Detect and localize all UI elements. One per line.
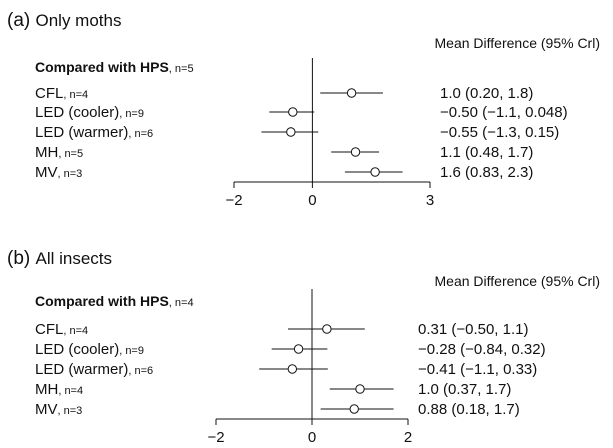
row-label-name: LED (warmer) [35, 124, 128, 141]
estimate-label: −0.55 (−1.3, 0.15) [440, 124, 559, 141]
row-label-n: , n=6 [128, 365, 153, 377]
column-header: Mean Difference (95% Crl) [435, 35, 600, 51]
group-label-n: , n=4 [169, 297, 194, 309]
row-label-name: CFL [35, 85, 63, 102]
column-header: Mean Difference (95% Crl) [435, 273, 600, 289]
panel-title: (b) All insects [7, 248, 112, 269]
row-label-n: , n=6 [128, 128, 153, 140]
group-label-n: , n=5 [169, 63, 194, 75]
mean-point [322, 324, 332, 334]
group-label-bold: Compared with HPS [35, 293, 169, 309]
x-tick-label: 3 [426, 192, 434, 209]
estimate-label: 1.0 (0.20, 1.8) [440, 85, 533, 102]
row-label: LED (cooler), n=9 [35, 104, 144, 121]
row-label-n: , n=9 [119, 108, 144, 120]
mean-point [350, 147, 361, 157]
row-label-name: MV [35, 401, 58, 418]
row-label-n: , n=3 [58, 168, 83, 180]
panel-label: (b) [7, 248, 36, 269]
row-label: MV, n=3 [35, 401, 82, 418]
row-label-n: , n=5 [58, 148, 83, 160]
row-label-name: MH [35, 381, 58, 398]
estimate-label: 1.0 (0.37, 1.7) [418, 381, 511, 398]
estimate-label: −0.28 (−0.84, 0.32) [418, 341, 546, 358]
mean-point [286, 127, 296, 137]
estimate-label: 0.88 (0.18, 1.7) [418, 401, 520, 418]
row-label-name: LED (warmer) [35, 361, 128, 378]
row-label-n: , n=3 [58, 405, 83, 417]
estimate-label: 0.31 (−0.50, 1.1) [418, 321, 529, 338]
panel-title: (a) Only moths [7, 10, 121, 31]
mean-point [293, 344, 304, 354]
row-label-name: MH [35, 144, 58, 161]
row-label: MH, n=4 [35, 381, 83, 398]
panel-title-text: All insects [36, 249, 113, 268]
panel-title-text: Only moths [36, 11, 122, 30]
row-label-n: , n=4 [63, 325, 88, 337]
group-label: Compared with HPS, n=5 [35, 59, 194, 75]
estimate-label: 1.6 (0.83, 2.3) [440, 164, 533, 181]
row-label: MH, n=5 [35, 144, 83, 161]
x-tick-label: 0 [308, 192, 316, 209]
row-label: LED (warmer), n=6 [35, 124, 153, 141]
group-label: Compared with HPS, n=4 [35, 293, 194, 309]
estimate-label: −0.50 (−1.1, 0.048) [440, 104, 568, 121]
mean-point [287, 364, 298, 374]
panel-label: (a) [7, 10, 36, 31]
group-label-bold: Compared with HPS [35, 59, 169, 75]
row-label-name: LED (cooler) [35, 104, 119, 121]
x-tick-label: 2 [404, 429, 412, 446]
row-label: LED (warmer), n=6 [35, 361, 153, 378]
mean-point [355, 384, 365, 394]
x-tick-label: −2 [225, 192, 242, 209]
row-label: MV, n=3 [35, 164, 82, 181]
row-label-n: , n=4 [63, 89, 88, 101]
row-label-n: , n=4 [58, 385, 83, 397]
estimate-label: 1.1 (0.48, 1.7) [440, 144, 533, 161]
row-label-name: LED (cooler) [35, 341, 119, 358]
row-label-name: CFL [35, 321, 63, 338]
row-label-n: , n=9 [119, 345, 144, 357]
mean-point [346, 88, 357, 98]
mean-point [370, 167, 380, 177]
mean-point [288, 107, 298, 117]
row-label: CFL, n=4 [35, 85, 88, 102]
row-label-name: MV [35, 164, 58, 181]
mean-point [349, 404, 359, 414]
x-tick-label: 0 [308, 429, 316, 446]
row-label: CFL, n=4 [35, 321, 88, 338]
estimate-label: −0.41 (−1.1, 0.33) [418, 361, 537, 378]
row-label: LED (cooler), n=9 [35, 341, 144, 358]
x-tick-label: −2 [207, 429, 224, 446]
